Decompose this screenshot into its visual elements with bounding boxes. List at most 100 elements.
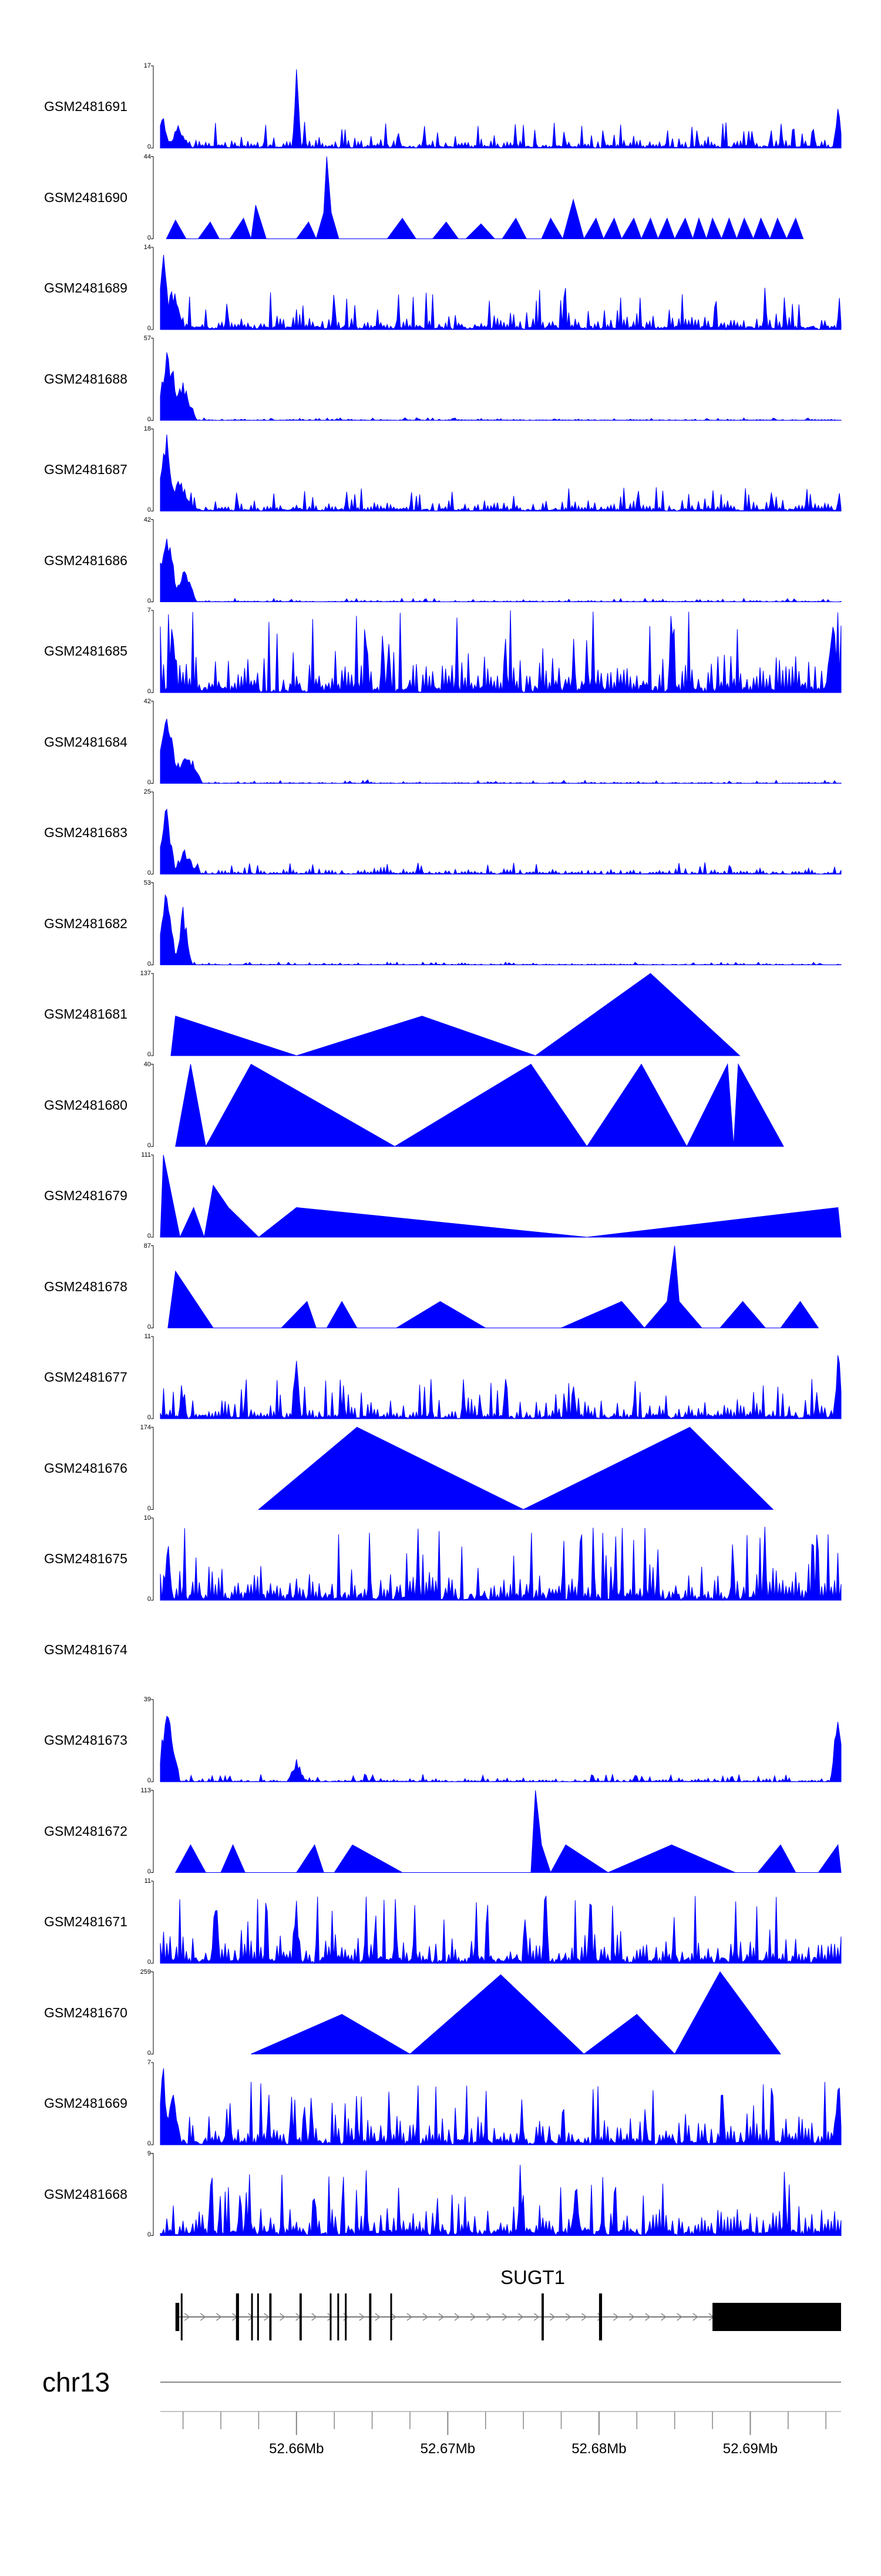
- track-label: GSM2481679: [44, 1188, 127, 1203]
- strand-arrow: [422, 2313, 429, 2321]
- y-max-label: 57: [143, 334, 151, 342]
- y-max-label: 11: [144, 1333, 151, 1340]
- coverage-area: [160, 254, 842, 331]
- track-label: GSM2481685: [44, 643, 127, 659]
- y-min-label: 0: [147, 1868, 151, 1875]
- strand-arrow: [645, 2313, 651, 2321]
- coverage-area: [160, 2068, 842, 2146]
- coverage-area: [166, 156, 804, 240]
- track-label: GSM2481689: [44, 280, 127, 295]
- coverage-area: [258, 1426, 774, 1510]
- coverage-area: [175, 1063, 784, 1147]
- coverage-area: [160, 808, 842, 875]
- y-max-label: 40: [143, 1060, 151, 1068]
- track-label: GSM2481688: [44, 371, 127, 387]
- strand-arrow: [311, 2313, 317, 2321]
- y-max-label: 137: [140, 970, 151, 977]
- y-max-label: 111: [141, 1151, 151, 1158]
- y-max-label: 18: [143, 425, 151, 432]
- chromosome-label: chr13: [42, 2367, 110, 2397]
- track-label: GSM2481670: [44, 2004, 127, 2020]
- gene-exon: [390, 2293, 392, 2340]
- coverage-area: [160, 1154, 842, 1238]
- strand-arrow: [502, 2313, 508, 2321]
- y-max-label: 259: [140, 1968, 151, 1976]
- strand-arrow: [200, 2313, 206, 2321]
- track-label: GSM2481671: [44, 1914, 127, 1929]
- y-min-label: 0: [147, 778, 151, 786]
- strand-arrow: [677, 2313, 682, 2321]
- y-max-label: 10: [143, 1514, 151, 1522]
- genome-axis-tick-label: 52.66Mb: [269, 2441, 324, 2457]
- coverage-area: [160, 718, 842, 784]
- y-min-label: 0: [147, 506, 151, 513]
- strand-arrow: [533, 2313, 540, 2321]
- genome-axis-tick-label: 52.67Mb: [420, 2441, 476, 2457]
- track-label: GSM2481684: [44, 734, 127, 750]
- y-max-label: 25: [143, 788, 151, 795]
- strand-arrow: [264, 2313, 270, 2321]
- track-label: GSM2481681: [44, 1006, 127, 1022]
- gene-exon: [236, 2293, 239, 2340]
- gene-exon: [299, 2293, 302, 2340]
- y-min-label: 0: [147, 1414, 151, 1421]
- y-min-label: 0: [147, 1323, 151, 1331]
- strand-arrow: [517, 2313, 524, 2321]
- strand-arrow: [216, 2313, 222, 2321]
- y-max-label: 53: [143, 879, 151, 886]
- strand-arrow: [549, 2313, 556, 2321]
- y-max-label: 113: [140, 1786, 151, 1794]
- coverage-area: [167, 1245, 819, 1329]
- coverage-area: [160, 1715, 842, 1783]
- strand-arrow: [565, 2313, 571, 2321]
- y-max-label: 7: [147, 2059, 151, 2066]
- y-min-label: 0: [147, 2231, 151, 2238]
- y-min-label: 0: [147, 1777, 151, 1784]
- y-min-label: 0: [147, 1959, 151, 1966]
- y-min-label: 0: [147, 960, 151, 968]
- coverage-area: [251, 1971, 781, 2055]
- y-max-label: 17: [143, 62, 151, 69]
- strand-arrow: [280, 2313, 285, 2321]
- strand-arrow: [375, 2313, 381, 2321]
- y-min-label: 0: [147, 597, 151, 604]
- strand-arrow: [661, 2313, 667, 2321]
- y-min-label: 0: [147, 415, 151, 423]
- y-min-label: 0: [147, 325, 151, 332]
- gene-exon: [369, 2293, 372, 2340]
- coverage-area: [160, 1355, 842, 1420]
- strand-arrow: [406, 2313, 413, 2321]
- track-label: GSM2481674: [44, 1641, 127, 1657]
- gene-exon: [542, 2293, 544, 2340]
- strand-arrow: [184, 2313, 190, 2321]
- track-label: GSM2481673: [44, 1732, 127, 1748]
- gene-exon: [345, 2293, 347, 2340]
- track-label: GSM2481691: [44, 99, 127, 114]
- track-label: GSM2481668: [44, 2186, 127, 2202]
- gene-exon: [337, 2293, 339, 2340]
- track-label: GSM2481680: [44, 1097, 127, 1113]
- track-label: GSM2481686: [44, 552, 127, 568]
- strand-arrow: [613, 2313, 619, 2321]
- y-max-label: 42: [143, 516, 151, 523]
- y-min-label: 0: [147, 143, 151, 150]
- y-max-label: 11: [144, 1878, 151, 1885]
- genome-axis-tick-label: 52.69Mb: [722, 2441, 778, 2457]
- y-min-label: 0: [147, 2049, 151, 2057]
- y-min-label: 0: [147, 1504, 151, 1512]
- track-label: GSM2481678: [44, 1278, 127, 1294]
- y-min-label: 0: [147, 234, 151, 241]
- strand-arrow: [454, 2313, 460, 2321]
- gene-exon: [251, 2293, 253, 2340]
- track-label: GSM2481675: [44, 1551, 127, 1566]
- gene-exon: [269, 2293, 272, 2340]
- coverage-area: [160, 894, 842, 966]
- strand-arrow: [486, 2313, 492, 2321]
- y-max-label: 174: [140, 1423, 151, 1431]
- track-label: GSM2481676: [44, 1460, 127, 1476]
- strand-arrow: [327, 2313, 333, 2321]
- y-max-label: 7: [147, 607, 151, 614]
- y-min-label: 0: [147, 1051, 151, 1058]
- track-label: GSM2481677: [44, 1369, 127, 1385]
- track-label: GSM2481687: [44, 462, 127, 477]
